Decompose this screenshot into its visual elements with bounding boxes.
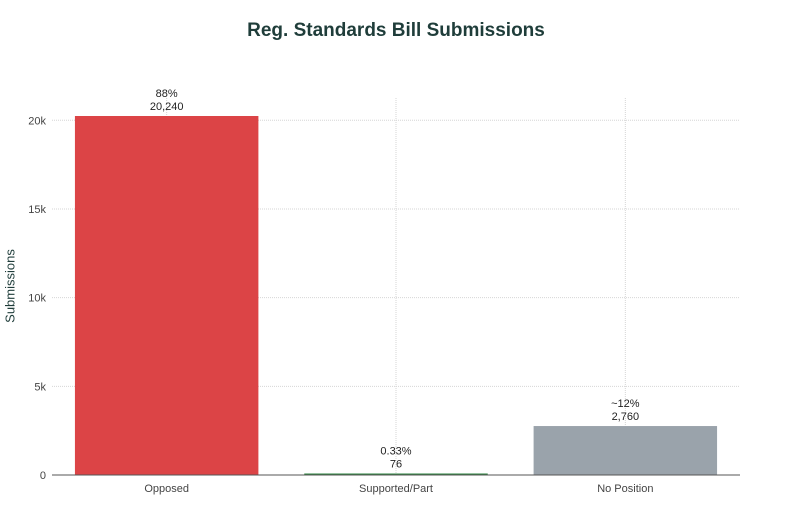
x-tick-label: Supported/Part: [359, 483, 433, 495]
bar-supported-part: [304, 473, 488, 475]
bar-percent-label: ~12%: [611, 398, 640, 410]
bar-value-label: 20,240: [150, 101, 184, 113]
bar-opposed: [74, 116, 259, 475]
x-tick-label: No Position: [597, 483, 653, 495]
bar-no-position: [533, 426, 718, 475]
y-tick-label: 20k: [28, 115, 46, 127]
y-tick-label: 0: [40, 470, 46, 482]
bar-value-label: 76: [390, 459, 402, 471]
x-tick-label: Opposed: [144, 483, 189, 495]
bar-value-label: 2,760: [612, 411, 640, 423]
y-tick-label: 10k: [28, 293, 46, 305]
y-tick-label: 15k: [28, 204, 46, 216]
bar-percent-label: 88%: [156, 88, 178, 100]
chart-title: Reg. Standards Bill Submissions: [247, 20, 545, 41]
bar-percent-label: 0.33%: [380, 446, 411, 458]
y-tick-label: 5k: [34, 381, 46, 393]
